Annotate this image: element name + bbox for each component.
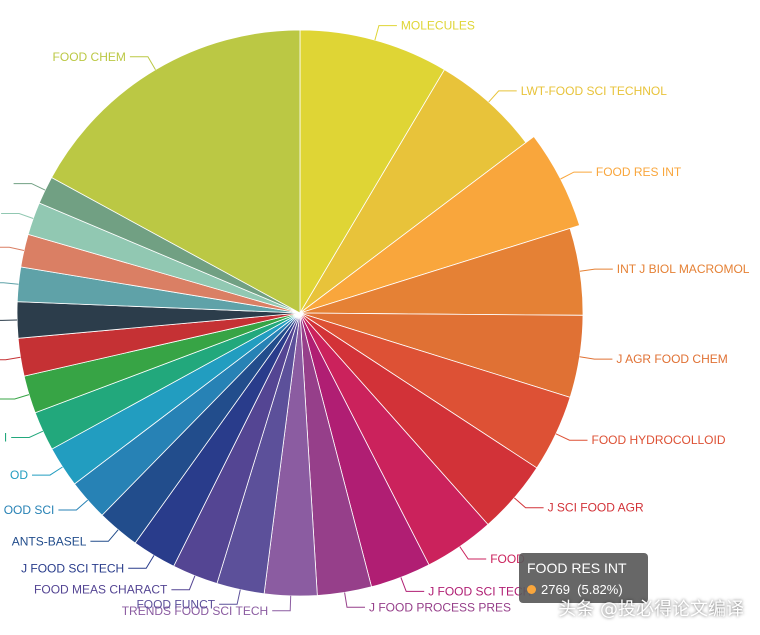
label-leader-line bbox=[374, 25, 397, 41]
label-leader-line bbox=[344, 592, 365, 608]
label-leader-line bbox=[0, 356, 21, 361]
label-leader-line bbox=[579, 268, 613, 272]
slice-label: J AGR FOOD CHEM bbox=[616, 352, 727, 366]
label-leader-line bbox=[219, 589, 241, 605]
tooltip-series-dot bbox=[527, 585, 536, 594]
label-leader-line bbox=[32, 466, 63, 476]
slice-label: J FOOD SCI TECH bbox=[428, 584, 531, 598]
label-leader-line bbox=[555, 433, 588, 441]
label-leader-line bbox=[58, 499, 89, 511]
slice-label: FOOD RES INT bbox=[596, 165, 682, 179]
label-leader-line bbox=[129, 56, 156, 70]
slice-label: ANTS-BASEL bbox=[12, 534, 87, 548]
pie-slice[interactable] bbox=[299, 29, 446, 315]
label-leader-line bbox=[560, 171, 592, 180]
slice-label: FOOD FUNCT bbox=[136, 597, 215, 611]
label-leader-line bbox=[128, 555, 155, 569]
label-leader-line bbox=[13, 183, 46, 191]
slice-label: FOOD bbox=[490, 552, 525, 566]
slice-label: OOD SCI bbox=[4, 503, 55, 517]
label-leader-line bbox=[272, 595, 292, 612]
label-leader-line bbox=[579, 356, 613, 360]
slice-label: FOOD CHEM bbox=[53, 50, 126, 64]
label-leader-line bbox=[0, 282, 19, 285]
label-leader-line bbox=[90, 529, 119, 542]
slice-label: I bbox=[4, 431, 7, 445]
slice-label: J FOOD PROCESS PRES bbox=[369, 600, 511, 614]
slice-label: MOLECULES bbox=[401, 19, 475, 33]
label-leader-line bbox=[459, 546, 487, 560]
label-leader-line bbox=[0, 394, 30, 400]
slice-label: J FOOD SCI TECH bbox=[21, 561, 124, 575]
slice-label: J SCI FOOD AGR bbox=[548, 501, 644, 515]
label-leader-line bbox=[513, 497, 544, 509]
label-leader-line bbox=[171, 575, 196, 591]
tooltip-title: FOOD RES INT bbox=[527, 560, 627, 576]
label-leader-line bbox=[0, 246, 25, 251]
slice-label: LWT-FOOD SCI TECHNOL bbox=[521, 84, 668, 98]
slice-label: FOOD HYDROCOLLOID bbox=[592, 433, 726, 447]
label-leader-line bbox=[11, 430, 44, 438]
tooltip-percent: (5.82%) bbox=[577, 582, 623, 597]
slice-label: INT J BIOL MACROMOL bbox=[617, 262, 750, 276]
label-leader-line bbox=[488, 90, 517, 103]
label-leader-line bbox=[400, 577, 425, 592]
tooltip-value-line: 2769 (5.82%) bbox=[527, 582, 623, 597]
slice-label: FOOD MEAS CHARACT bbox=[34, 583, 168, 597]
tooltip-count: 2769 bbox=[541, 582, 570, 597]
slice-label: OD bbox=[10, 468, 28, 482]
slice-label: TRENDS FOOD SCI TECH bbox=[122, 604, 268, 618]
watermark: 头条 @投必得论文编译 bbox=[558, 599, 744, 620]
tooltip: FOOD RES INT 2769 (5.82%) bbox=[519, 553, 648, 603]
label-leader-line bbox=[1, 213, 34, 219]
